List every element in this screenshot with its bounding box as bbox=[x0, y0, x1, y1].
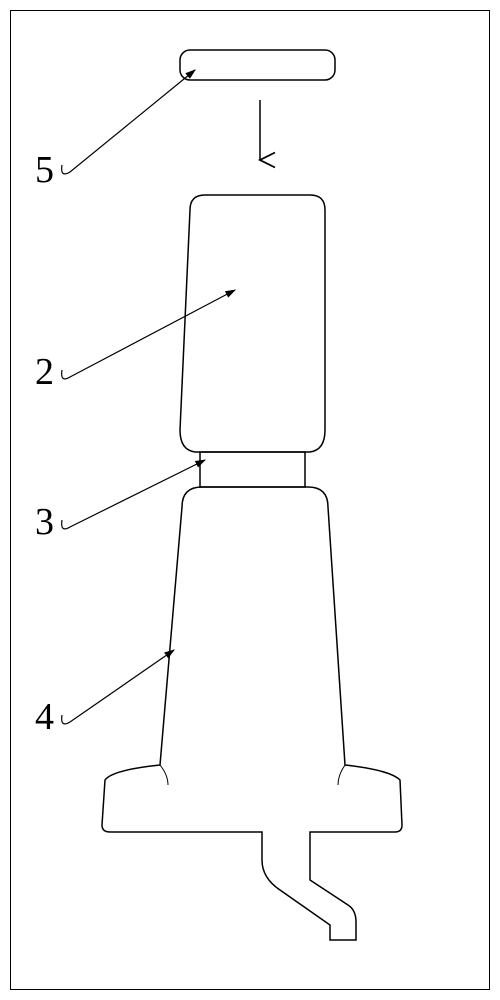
label-5: 5 bbox=[35, 148, 54, 192]
leader-2 bbox=[62, 290, 235, 379]
label-3: 3 bbox=[35, 500, 54, 544]
part-4-flange-shading-right bbox=[338, 765, 345, 785]
part-2-upper-body bbox=[180, 195, 325, 452]
part-4-lower-body bbox=[102, 487, 402, 940]
leader-3 bbox=[62, 460, 205, 529]
leader-5 bbox=[62, 70, 195, 174]
label-2: 2 bbox=[35, 350, 54, 394]
part-5-slab bbox=[180, 50, 335, 80]
label-4: 4 bbox=[35, 695, 54, 739]
technical-drawing bbox=[10, 10, 490, 990]
part-3-neck bbox=[200, 452, 305, 487]
leader-4 bbox=[62, 650, 174, 724]
part-4-flange-shading-left bbox=[160, 765, 168, 785]
